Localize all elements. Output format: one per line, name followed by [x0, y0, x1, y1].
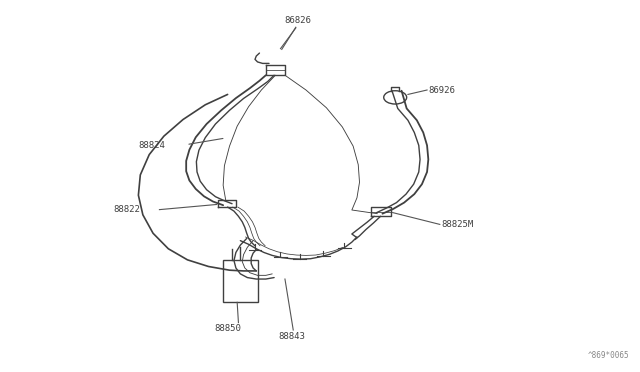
Text: ^869*0065: ^869*0065 — [588, 351, 629, 360]
Bar — [223, 260, 258, 302]
Text: 88824: 88824 — [138, 141, 165, 150]
Text: 88822: 88822 — [113, 205, 140, 215]
Text: 88843: 88843 — [278, 332, 305, 341]
Text: 86826: 86826 — [284, 16, 311, 25]
Text: 86926: 86926 — [428, 86, 455, 94]
Text: 88850: 88850 — [214, 324, 241, 333]
Text: 88825M: 88825M — [441, 220, 474, 229]
